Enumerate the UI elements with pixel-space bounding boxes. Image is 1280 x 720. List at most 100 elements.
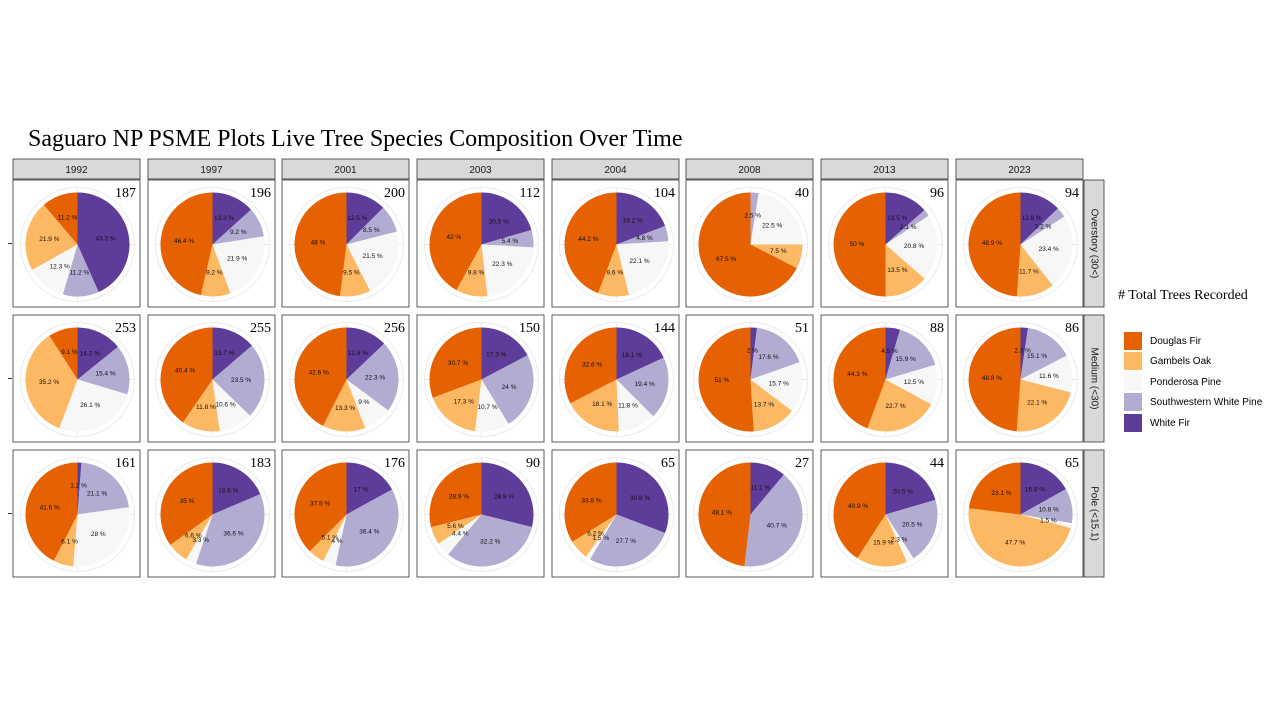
slice-percent-label: 11.1 % xyxy=(750,484,770,491)
slice-percent-label: 9 % xyxy=(358,399,369,406)
legend-swatch xyxy=(1124,393,1142,411)
pie-slice-southwestern-white-pine xyxy=(885,329,936,380)
pie-slice-white-fir xyxy=(885,462,936,515)
total-trees-label: 161 xyxy=(115,456,136,471)
pie-slice-white-fir xyxy=(481,327,528,380)
slice-percent-label: 28 % xyxy=(91,531,106,538)
pie-slice-gambels-oak xyxy=(750,379,792,432)
slice-percent-label: 32.6 % xyxy=(582,361,602,368)
pie-slice-southwestern-white-pine xyxy=(448,514,532,567)
slice-percent-label: 1.5 % xyxy=(592,535,609,542)
year-strip-label: 2004 xyxy=(604,165,627,176)
slice-percent-label: 11.6 % xyxy=(1039,373,1059,380)
pie-slice-gambels-oak xyxy=(323,379,366,432)
slice-percent-label: 51 % xyxy=(714,377,729,384)
pie-slice-southwestern-white-pine xyxy=(1020,328,1067,380)
slice-percent-label: 22.7 % xyxy=(885,403,905,410)
pie-slice-southwestern-white-pine xyxy=(1020,208,1065,245)
year-strip xyxy=(416,158,545,180)
slice-percent-label: 14.2 % xyxy=(80,350,100,357)
total-trees-label: 104 xyxy=(654,186,675,201)
pie-slice-douglas-fir xyxy=(429,462,482,528)
slice-percent-label: 4 % xyxy=(331,538,342,545)
slice-percent-label: 8.5 % xyxy=(363,227,380,234)
pie-slice-douglas-fir xyxy=(564,327,617,404)
slice-percent-label: 6.1 % xyxy=(61,539,78,546)
legend-swatch xyxy=(1124,332,1142,350)
pie-slice-ponderosa-pine xyxy=(32,244,78,295)
slice-percent-label: 6.2 % xyxy=(587,531,604,538)
pie-slice-white-fir xyxy=(885,327,901,380)
pie-slice-ponderosa-pine xyxy=(73,507,130,567)
pie-slice-douglas-fir xyxy=(564,462,617,542)
total-trees-label: 183 xyxy=(250,456,271,471)
pie-slice-ponderosa-pine xyxy=(438,514,482,555)
slice-percent-label: 10.8 % xyxy=(1039,506,1059,513)
legend-item-gambels-oak: Gambels Oak xyxy=(1124,352,1211,370)
slice-percent-label: 3.2 % xyxy=(1035,224,1052,231)
pie-slice-douglas-fir xyxy=(698,192,797,297)
slice-percent-label: 16.9 % xyxy=(1025,487,1045,494)
slice-percent-label: 12.5 % xyxy=(347,215,367,222)
pie-slice-gambels-oak xyxy=(431,514,482,544)
pie-slice-white-fir xyxy=(481,192,532,245)
legend-item-douglas-fir: Douglas Fir xyxy=(1124,332,1201,350)
pie-slice-gambels-oak xyxy=(200,244,231,297)
year-strip-label: 2008 xyxy=(738,165,761,176)
total-trees-label: 187 xyxy=(115,186,136,201)
pie-slice-douglas-fir xyxy=(564,192,617,294)
slice-percent-label: 48.8 % xyxy=(982,375,1002,382)
slice-percent-label: 26.1 % xyxy=(80,402,100,409)
year-strip-label: 1997 xyxy=(200,165,223,176)
total-trees-label: 200 xyxy=(384,186,405,201)
pie-slice-gambels-oak xyxy=(1016,379,1071,432)
slice-percent-label: 11.2 % xyxy=(58,214,78,221)
pie-slice-white-fir xyxy=(885,192,925,245)
slice-percent-label: 43.3 % xyxy=(95,235,115,242)
slice-percent-label: 18.6 % xyxy=(218,487,238,494)
pie-slice-southwestern-white-pine xyxy=(77,462,129,515)
slice-percent-label: 11.7 % xyxy=(1019,269,1039,276)
pie-slice-douglas-fir xyxy=(294,462,347,552)
slice-percent-label: 15.1 % xyxy=(1027,353,1047,360)
pie-slice-ponderosa-pine xyxy=(885,514,914,562)
slice-percent-label: 28.9 % xyxy=(449,494,469,501)
pie-slice-douglas-fir xyxy=(25,462,78,561)
slice-percent-label: 21.1 % xyxy=(87,490,107,497)
slice-percent-label: 23.1 % xyxy=(991,490,1011,497)
pie-slice-gambels-oak xyxy=(1016,244,1053,297)
legend-label: White Fir xyxy=(1150,417,1190,429)
pie-slice-gambels-oak xyxy=(968,508,1071,567)
pie-slice-white-fir xyxy=(346,462,393,515)
pie-slice-ponderosa-pine xyxy=(1020,514,1072,529)
legend-label: Gambels Oak xyxy=(1150,355,1212,367)
size-class-strip-label: Pole (<15.1) xyxy=(1088,486,1099,541)
slice-percent-label: 13.3 % xyxy=(335,405,355,412)
slice-percent-label: 19.4 % xyxy=(635,381,655,388)
legend-item-white-fir: White Fir xyxy=(1124,414,1190,432)
pie-slice-douglas-fir xyxy=(968,192,1021,297)
slice-percent-label: 24 % xyxy=(502,384,517,391)
slice-percent-label: 5.6 % xyxy=(447,523,464,530)
pie-slice-white-fir xyxy=(1020,192,1058,245)
legend-swatch xyxy=(1124,414,1142,432)
total-trees-label: 255 xyxy=(250,321,271,336)
pie-slice-gambels-oak xyxy=(857,514,907,567)
legend-label: Ponderosa Pine xyxy=(1150,376,1222,388)
pie-slice-ponderosa-pine xyxy=(323,514,347,566)
pie-slice-douglas-fir xyxy=(968,462,1021,515)
pie-slice-white-fir xyxy=(1020,462,1066,515)
pie-slice-douglas-fir xyxy=(160,192,213,296)
size-class-strip xyxy=(1083,449,1105,578)
pie-slice-ponderosa-pine xyxy=(885,215,938,279)
legend-item-ponderosa-pine: Ponderosa Pine xyxy=(1124,373,1221,391)
pie-slice-douglas-fir xyxy=(698,462,751,567)
pie-slice-ponderosa-pine xyxy=(186,514,213,564)
pie-slice-white-fir xyxy=(1020,327,1028,380)
slice-percent-label: 9.5 % xyxy=(343,269,360,276)
slice-percent-label: 47.7 % xyxy=(1005,539,1025,546)
slice-percent-label: 36.6 % xyxy=(223,531,243,538)
pie-slice-white-fir xyxy=(346,192,384,245)
slice-percent-label: 36.4 % xyxy=(359,528,379,535)
pie-slice-southwestern-white-pine xyxy=(346,207,397,245)
